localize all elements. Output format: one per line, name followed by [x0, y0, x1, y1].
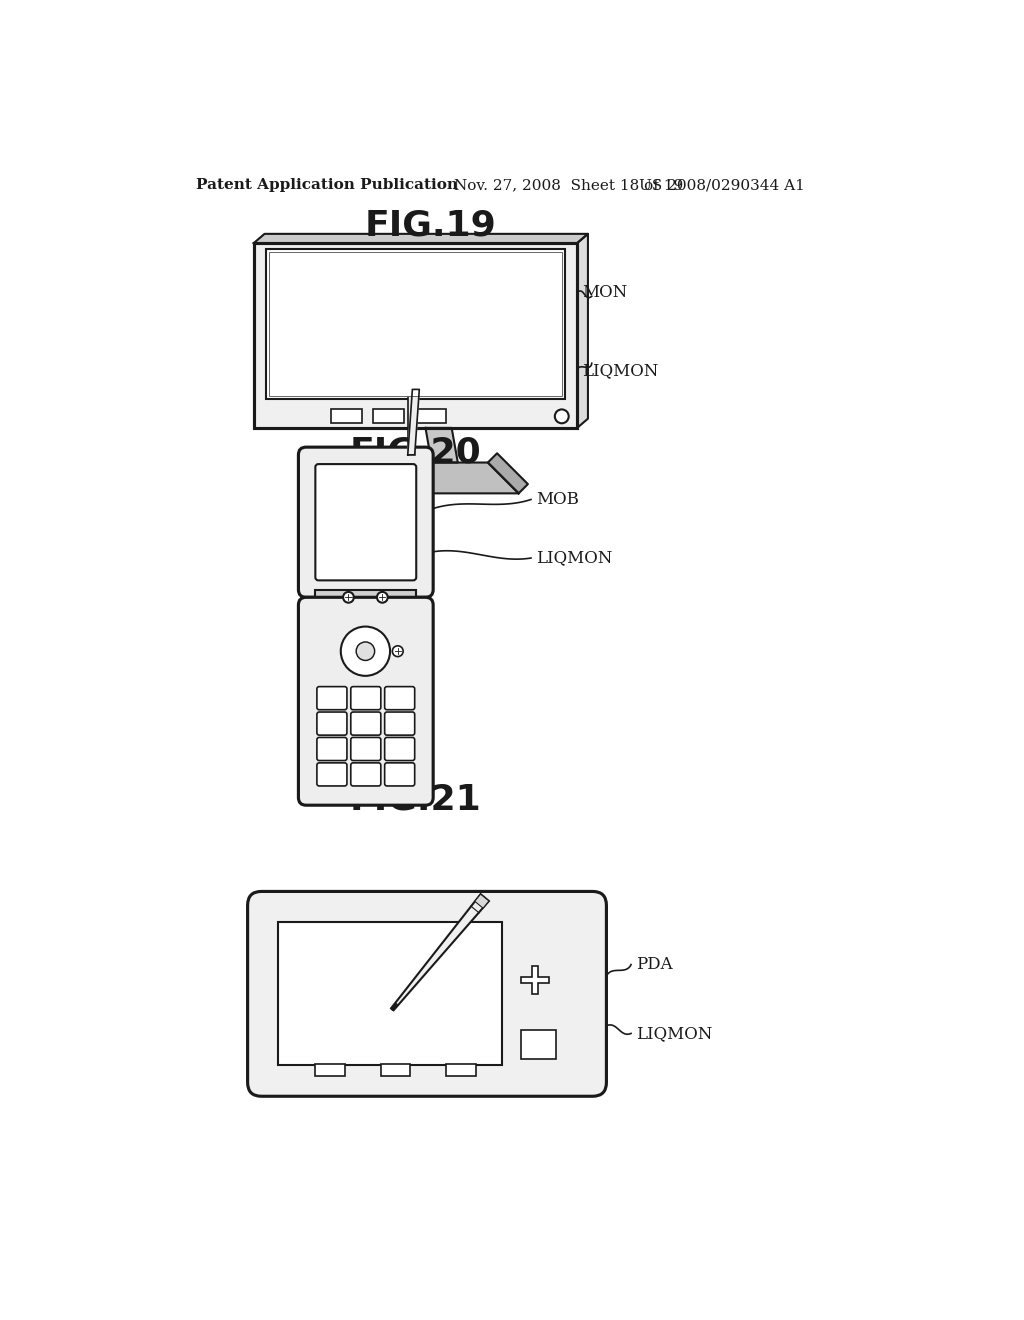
- Bar: [416, 409, 446, 422]
- Text: US 2008/0290344 A1: US 2008/0290344 A1: [639, 178, 805, 193]
- Bar: [279, 923, 502, 1065]
- Text: FIG.19: FIG.19: [365, 209, 497, 243]
- Text: LIQMON: LIQMON: [637, 1024, 713, 1041]
- Bar: [254, 243, 578, 428]
- FancyBboxPatch shape: [385, 711, 415, 735]
- Text: LIQMON: LIQMON: [537, 549, 612, 566]
- Bar: [373, 409, 403, 422]
- Polygon shape: [487, 453, 528, 494]
- FancyBboxPatch shape: [316, 686, 347, 710]
- FancyBboxPatch shape: [385, 738, 415, 760]
- Bar: [381, 1064, 410, 1076]
- Bar: [315, 1064, 345, 1076]
- FancyBboxPatch shape: [385, 763, 415, 785]
- FancyBboxPatch shape: [351, 686, 381, 710]
- Polygon shape: [521, 966, 549, 994]
- Bar: [331, 409, 361, 422]
- Text: PDA: PDA: [637, 956, 673, 973]
- Circle shape: [356, 642, 375, 660]
- FancyBboxPatch shape: [316, 763, 347, 785]
- Bar: [446, 1064, 475, 1076]
- Polygon shape: [425, 428, 458, 462]
- FancyBboxPatch shape: [315, 465, 416, 581]
- Text: FIG.21: FIG.21: [349, 781, 481, 816]
- FancyBboxPatch shape: [298, 598, 433, 805]
- Text: Patent Application Publication: Patent Application Publication: [196, 178, 458, 193]
- Circle shape: [392, 645, 403, 656]
- Text: MOB: MOB: [537, 491, 580, 508]
- Text: Nov. 27, 2008  Sheet 18 of 19: Nov. 27, 2008 Sheet 18 of 19: [454, 178, 683, 193]
- FancyBboxPatch shape: [351, 738, 381, 760]
- Bar: [269, 252, 562, 396]
- Bar: [408, 389, 415, 455]
- Bar: [521, 1030, 556, 1059]
- Polygon shape: [408, 389, 419, 455]
- Text: FIG.20: FIG.20: [349, 436, 481, 470]
- Polygon shape: [391, 894, 488, 1010]
- Circle shape: [341, 627, 390, 676]
- Text: MON: MON: [582, 284, 627, 301]
- FancyBboxPatch shape: [316, 738, 347, 760]
- Polygon shape: [365, 462, 518, 494]
- Circle shape: [343, 591, 354, 603]
- Polygon shape: [475, 894, 488, 908]
- Bar: [266, 249, 565, 399]
- FancyBboxPatch shape: [248, 891, 606, 1096]
- Circle shape: [377, 591, 388, 603]
- FancyBboxPatch shape: [316, 711, 347, 735]
- FancyBboxPatch shape: [351, 763, 381, 785]
- FancyBboxPatch shape: [385, 686, 415, 710]
- Bar: [315, 590, 416, 605]
- Text: LIQMON: LIQMON: [582, 363, 658, 379]
- FancyBboxPatch shape: [351, 711, 381, 735]
- Polygon shape: [578, 234, 588, 428]
- FancyBboxPatch shape: [298, 447, 433, 598]
- Circle shape: [555, 409, 568, 424]
- Polygon shape: [254, 234, 588, 243]
